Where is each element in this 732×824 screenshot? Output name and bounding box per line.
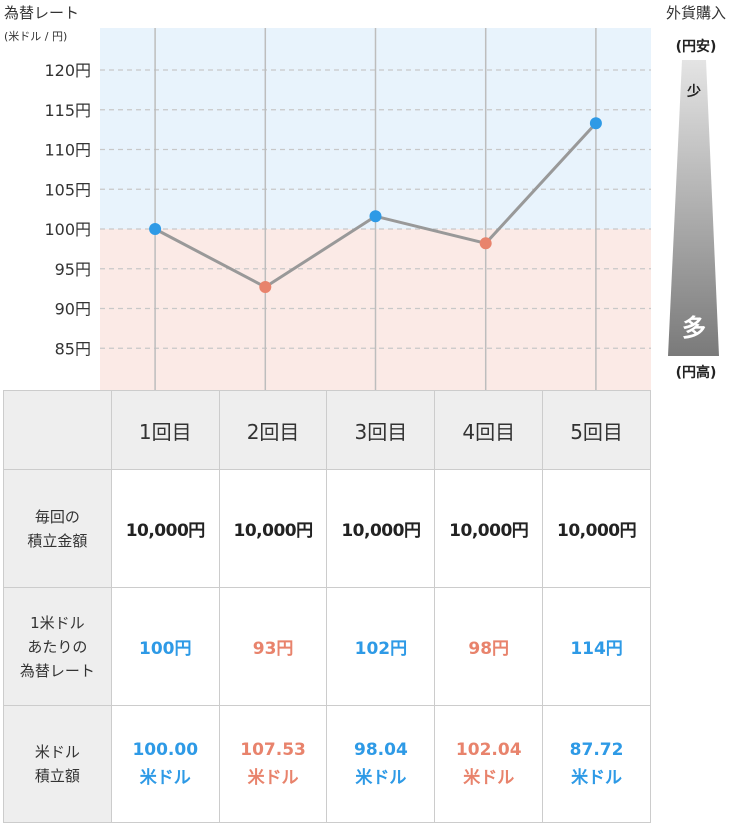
table-corner bbox=[3, 390, 112, 470]
rate-cell: 102円 bbox=[326, 587, 436, 706]
y-tick-label: 85円 bbox=[55, 339, 91, 358]
accumulated-unit: 米ドル bbox=[355, 768, 407, 788]
data-point bbox=[369, 210, 382, 223]
y-tick-label: 105円 bbox=[44, 180, 91, 199]
y-tick-label: 90円 bbox=[55, 300, 91, 319]
accumulated-unit: 米ドル bbox=[139, 768, 191, 788]
row-label-accumulated: 米ドル 積立額 bbox=[3, 705, 112, 823]
accumulated-cell: 102.04 米ドル bbox=[434, 705, 544, 823]
y-tick-label: 115円 bbox=[44, 101, 91, 120]
accumulated-cell: 87.72 米ドル bbox=[542, 705, 651, 823]
row-label-amount: 毎回の 積立金額 bbox=[3, 469, 112, 588]
y-tick-label: 95円 bbox=[55, 260, 91, 279]
rate-cell: 100円 bbox=[110, 587, 220, 706]
amount-cell: 10,000円 bbox=[110, 469, 220, 588]
many-label: 多 bbox=[682, 314, 706, 342]
accumulated-value: 100.00 bbox=[132, 740, 199, 760]
accumulated-unit: 米ドル bbox=[247, 768, 299, 788]
accumulated-value: 107.53 bbox=[240, 740, 306, 760]
accumulated-cell: 107.53 米ドル bbox=[218, 705, 328, 823]
accumulated-unit: 米ドル bbox=[463, 768, 515, 788]
strong-yen-label: (円高) bbox=[675, 365, 717, 381]
table-row: 毎回の 積立金額 10,000円 10,000円 10,000円 10,000円… bbox=[3, 469, 651, 588]
table-row: 米ドル 積立額 100.00 米ドル 107.53 米ドル 98.04 米ドル 102… bbox=[3, 705, 651, 823]
accumulation-table: 1回目 2回目 3回目 4回目 5回目 毎回の 積立金額 10,000円 10,… bbox=[3, 390, 651, 823]
header-1: 1回目 bbox=[110, 390, 220, 470]
table-row: 1米ドル あたりの 為替レート 100円 93円 102円 98円 114円 bbox=[3, 587, 651, 706]
exchange-rate-chart: 85円 90円 95円 100円 105円 110円 115円 120円少多 為替レート (米… bbox=[0, 0, 732, 390]
y-tick-label: 120円 bbox=[44, 61, 91, 80]
accumulated-cell: 100.00 米ドル bbox=[110, 705, 220, 823]
row-label-rate: 1米ドル あたりの 為替レート bbox=[3, 587, 112, 706]
purchase-title: 外貨購入 bbox=[665, 4, 726, 22]
accumulated-unit: 米ドル bbox=[571, 768, 623, 788]
y-axis-title: 為替レート bbox=[4, 4, 80, 22]
amount-cell: 10,000円 bbox=[434, 469, 544, 588]
y-tick-label: 100円 bbox=[44, 220, 91, 239]
accumulated-cell: 98.04 米ドル bbox=[326, 705, 436, 823]
weak-yen-label: (円安) bbox=[675, 39, 717, 55]
data-point bbox=[589, 117, 602, 130]
purchase-wedge bbox=[668, 60, 719, 356]
accumulated-value: 87.72 bbox=[569, 740, 624, 760]
header-2: 2回目 bbox=[218, 390, 328, 470]
few-label: 少 bbox=[686, 83, 701, 100]
data-point bbox=[259, 281, 272, 294]
rate-cell: 114円 bbox=[542, 587, 651, 706]
header-5: 5回目 bbox=[542, 390, 651, 470]
accumulated-value: 98.04 bbox=[354, 740, 408, 760]
amount-cell: 10,000円 bbox=[326, 469, 436, 588]
y-tick-label: 110円 bbox=[44, 141, 91, 160]
amount-cell: 10,000円 bbox=[542, 469, 651, 588]
data-point bbox=[149, 223, 162, 235]
accumulated-value: 102.04 bbox=[455, 740, 522, 760]
amount-cell: 10,000円 bbox=[218, 469, 328, 588]
data-point bbox=[479, 237, 492, 250]
header-4: 4回目 bbox=[434, 390, 544, 470]
rate-cell: 98円 bbox=[434, 587, 544, 706]
rate-cell: 93円 bbox=[218, 587, 328, 706]
y-axis-unit: (米ドル / 円) bbox=[4, 30, 68, 43]
header-3: 3回目 bbox=[326, 390, 436, 470]
table-header-row: 1回目 2回目 3回目 4回目 5回目 bbox=[3, 390, 651, 470]
